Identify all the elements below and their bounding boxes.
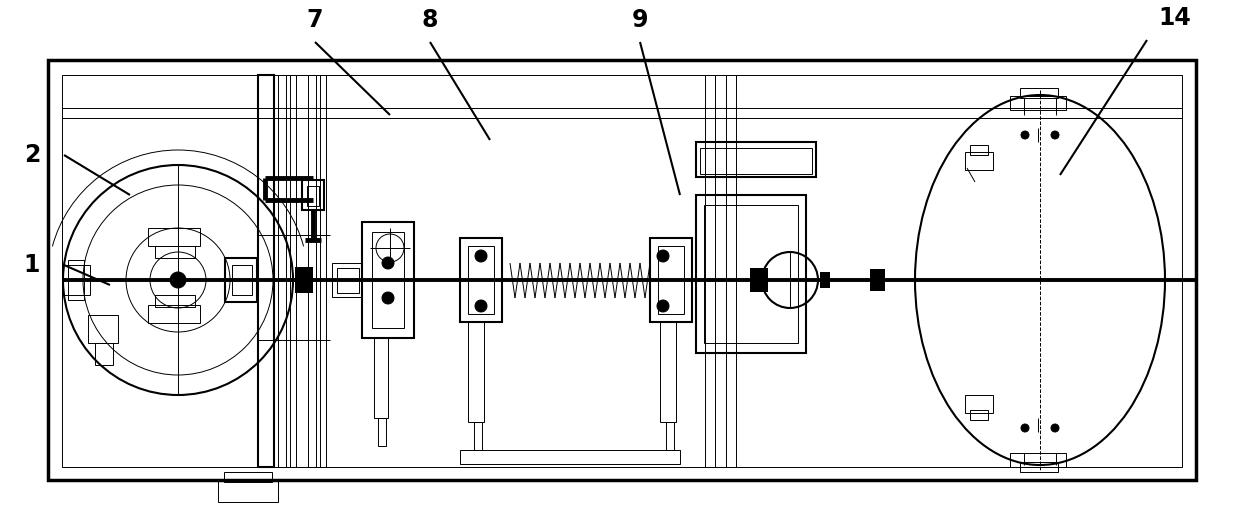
Circle shape xyxy=(475,250,487,262)
Circle shape xyxy=(1021,424,1029,432)
Text: 14: 14 xyxy=(1158,6,1192,30)
Circle shape xyxy=(1021,131,1029,139)
Polygon shape xyxy=(870,269,885,291)
Text: 9: 9 xyxy=(631,8,649,32)
Circle shape xyxy=(382,292,394,304)
Circle shape xyxy=(1052,131,1059,139)
Circle shape xyxy=(382,257,394,269)
Polygon shape xyxy=(295,267,312,293)
Circle shape xyxy=(170,272,186,288)
Text: 2: 2 xyxy=(24,143,40,167)
Text: 7: 7 xyxy=(306,8,324,32)
Polygon shape xyxy=(750,268,768,292)
Circle shape xyxy=(657,250,670,262)
Polygon shape xyxy=(820,272,830,288)
Circle shape xyxy=(475,300,487,312)
Text: 8: 8 xyxy=(422,8,438,32)
Circle shape xyxy=(657,300,670,312)
Circle shape xyxy=(1052,424,1059,432)
Text: 1: 1 xyxy=(24,253,40,277)
